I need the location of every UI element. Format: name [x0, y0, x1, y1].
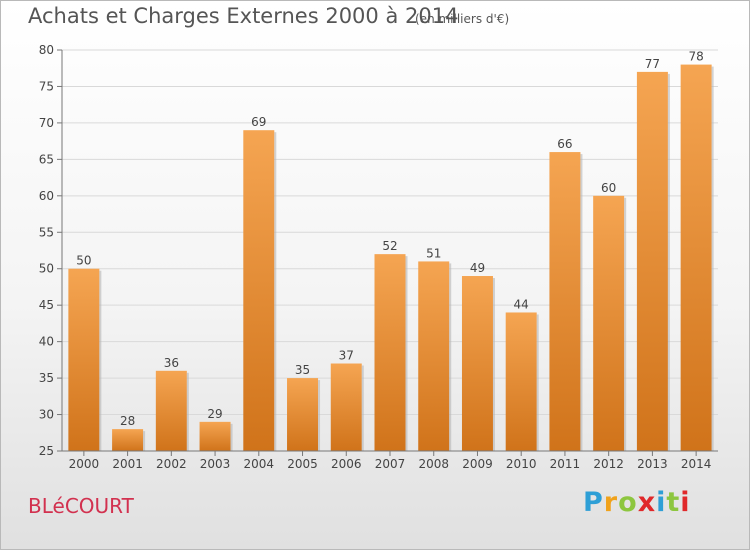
bar-shadow	[318, 380, 321, 451]
data-label: 77	[645, 57, 660, 71]
x-tick-label: 2012	[593, 457, 624, 471]
data-label: 28	[120, 414, 135, 428]
bar-2012[interactable]	[593, 195, 625, 451]
x-tick-label: 2010	[506, 457, 537, 471]
bar-shadow	[274, 132, 277, 451]
y-tick-label: 45	[39, 298, 54, 312]
x-tick-label: 2011	[550, 457, 581, 471]
data-label: 29	[207, 407, 222, 421]
x-tick-label: 2013	[637, 457, 668, 471]
y-tick-label: 70	[39, 116, 54, 130]
bar-shadow	[711, 66, 714, 451]
data-label: 49	[470, 261, 485, 275]
data-label: 51	[426, 246, 441, 260]
y-tick-label: 25	[39, 444, 54, 458]
bar-shadow	[449, 263, 452, 451]
data-label: 69	[251, 115, 266, 129]
logo-letter: r	[603, 487, 619, 518]
x-tick-label: 2009	[462, 457, 493, 471]
logo-letter: i	[680, 487, 691, 518]
bar-2014[interactable]	[680, 64, 712, 451]
y-tick-label: 30	[39, 408, 54, 422]
data-label: 66	[557, 137, 572, 151]
bars	[68, 64, 714, 451]
data-labels: 50 28 36 29 69 35 37 52 51 49 44 66 60 77 78	[76, 50, 704, 429]
x-tick-label: 2002	[156, 457, 187, 471]
proxiti-logo[interactable]: Proxiti	[583, 487, 691, 518]
logo-letter: i	[656, 487, 667, 518]
bar-shadow	[361, 365, 364, 451]
x-tick-label: 2003	[200, 457, 231, 471]
x-tick-label: 2014	[681, 457, 712, 471]
x-tick-label: 2008	[418, 457, 449, 471]
bar-shadow	[580, 154, 583, 451]
bar-2013[interactable]	[636, 71, 668, 451]
bar-shadow	[186, 372, 189, 451]
data-label: 52	[382, 239, 397, 253]
bar-shadow	[624, 197, 627, 451]
x-tick-label: 2004	[244, 457, 275, 471]
bar-shadow	[143, 431, 146, 451]
x-tick-label: 2006	[331, 457, 362, 471]
y-tick-label: 50	[39, 262, 54, 276]
bar-2005[interactable]	[287, 378, 319, 451]
logo-letter: o	[618, 487, 638, 518]
data-label: 50	[76, 254, 91, 268]
bar-2004[interactable]	[243, 130, 275, 451]
bar-2003[interactable]	[199, 421, 231, 451]
data-label: 78	[688, 50, 703, 64]
logo-letter: t	[666, 487, 681, 518]
bar-shadow	[667, 73, 670, 451]
x-tick-label: 2000	[69, 457, 100, 471]
bar-2009[interactable]	[461, 276, 493, 451]
bar-shadow	[230, 423, 233, 451]
y-tick-label: 65	[39, 152, 54, 166]
y-tick-label: 55	[39, 225, 54, 239]
x-tick-label: 2007	[375, 457, 406, 471]
bar-2002[interactable]	[155, 370, 187, 451]
y-tick-label: 75	[39, 79, 54, 93]
logo-letter: x	[637, 487, 657, 518]
bar-2000[interactable]	[68, 268, 100, 451]
commune-name: BLéCOURT	[28, 494, 134, 518]
bar-2008[interactable]	[418, 261, 450, 451]
bar-shadow	[99, 270, 102, 451]
bar-shadow	[405, 256, 408, 451]
bar-2010[interactable]	[505, 312, 537, 451]
logo-letter: P	[583, 487, 604, 518]
chart-title: Achats et Charges Externes 2000 à 2014	[28, 4, 459, 28]
data-label: 44	[514, 297, 529, 311]
data-label: 36	[164, 356, 179, 370]
data-label: 60	[601, 181, 616, 195]
data-label: 35	[295, 363, 310, 377]
bar-shadow	[492, 278, 495, 451]
axes: 25 30 35 40 45 50 55 60 65 70 75 80 2000 2001 2002 2003…	[39, 43, 718, 471]
chart-subtitle: (en milliers d'€)	[415, 12, 510, 26]
x-tick-label: 2001	[112, 457, 143, 471]
x-tick-label: 2005	[287, 457, 318, 471]
bar-2007[interactable]	[374, 254, 406, 451]
data-label: 37	[339, 349, 354, 363]
bar-2011[interactable]	[549, 152, 581, 451]
y-tick-label: 35	[39, 371, 54, 385]
bar-shadow	[536, 314, 539, 451]
y-tick-label: 80	[39, 43, 54, 57]
bar-2006[interactable]	[330, 363, 362, 451]
bar-2001[interactable]	[112, 429, 144, 451]
y-tick-label: 60	[39, 189, 54, 203]
y-tick-label: 40	[39, 335, 54, 349]
